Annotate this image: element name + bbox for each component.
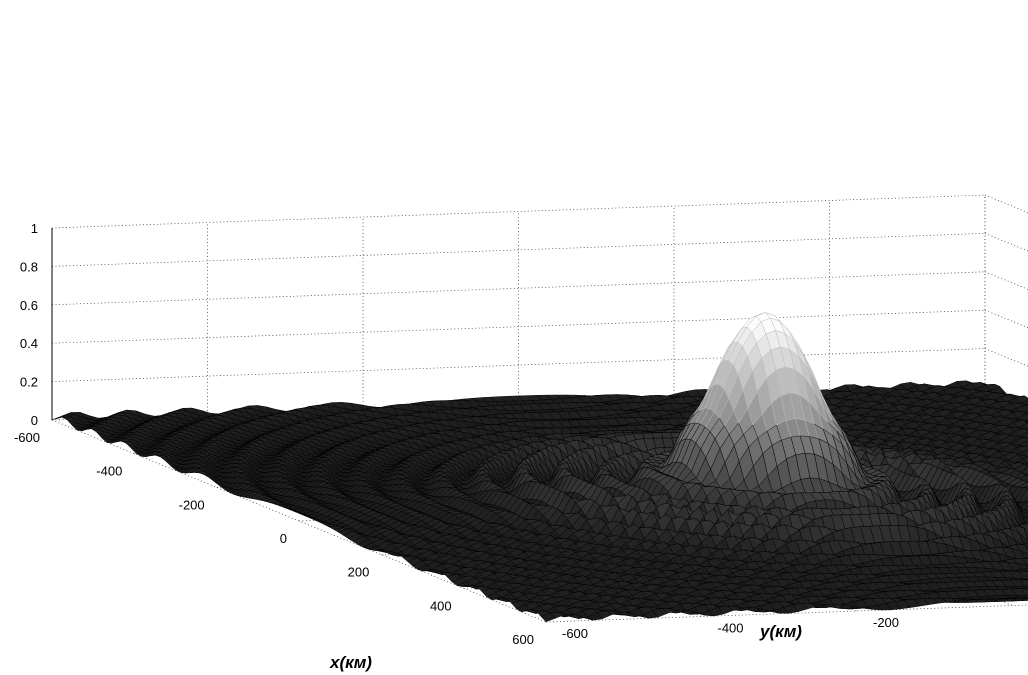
grid-line: [51, 309, 986, 344]
grid-line: [51, 271, 986, 306]
surface-mesh: [51, 312, 1028, 623]
grid-line: [51, 233, 986, 267]
grid-line: [51, 419, 547, 623]
grid-line: [51, 194, 986, 229]
grid-line: [51, 348, 986, 382]
grid-line: [984, 194, 1028, 213]
